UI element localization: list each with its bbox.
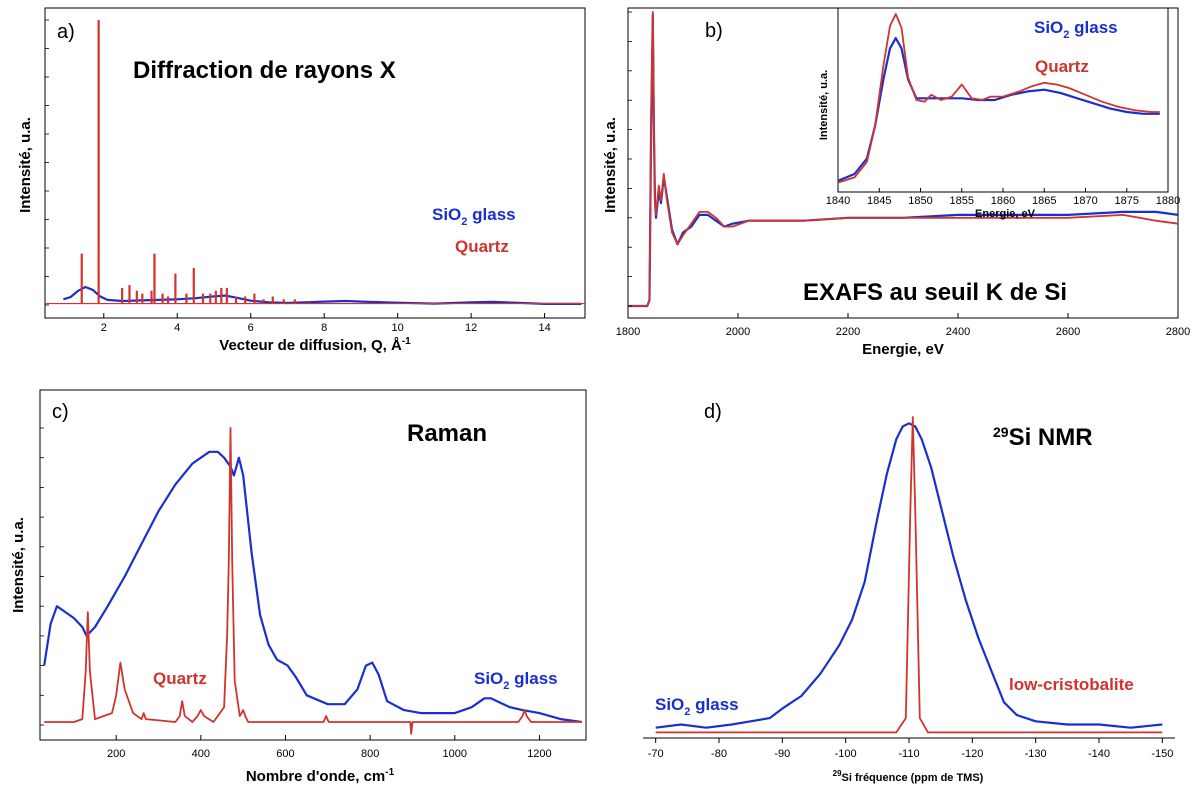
x-tick-label: 2800 [1166, 326, 1190, 338]
glass-series-line [837, 37, 1160, 182]
x-ticks: 1800 2000 2200 2400 2600 2800 [616, 313, 1190, 338]
inset-plot: 1840 1845 1850 1855 1860 1865 1870 1875 1880 Int… [818, 7, 1180, 220]
chart-title: EXAFS au seuil K de Si [803, 279, 1067, 306]
y-axis-label: Intensité, u.a. [10, 517, 27, 613]
x-tick-label: 1875 [1115, 195, 1139, 207]
x-tick-label: -150 [1151, 748, 1173, 760]
x-tick-label: 1870 [1073, 195, 1097, 207]
x-tick-label: 1800 [616, 326, 640, 338]
x-tick-label: 1855 [950, 195, 974, 207]
x-tick-label: 600 [276, 748, 294, 760]
inset-y-axis-label: Intensité, u.a. [818, 70, 830, 140]
panel-d-nmr: -70 -80 -90 -100 -110 -120 -130 -140 -150 d) 29S… [643, 401, 1175, 784]
x-tick-label: -70 [648, 748, 664, 760]
y-minor-ticks [628, 11, 632, 307]
plot-frame [44, 7, 586, 319]
x-tick-label: -100 [835, 748, 857, 760]
x-tick-label: 1880 [1156, 195, 1180, 207]
x-tick-label: 10 [392, 322, 404, 334]
x-tick-label: 2600 [1056, 326, 1080, 338]
panel-a-xrd: 2 4 6 8 10 12 14 a) Diffraction de rayons X In… [17, 7, 586, 354]
x-ticks: 1840 1845 1850 1855 1860 1865 1870 1875 1880 [826, 188, 1180, 207]
curves [43, 427, 582, 735]
x-axis-label: Vecteur de diffusion, Q, Å-1 [219, 336, 411, 354]
glass-series-line [655, 422, 1163, 729]
panel-label: a) [57, 21, 75, 43]
x-tick-label: 1850 [908, 195, 932, 207]
x-tick-label: 1200 [527, 748, 551, 760]
x-tick-label: 400 [192, 748, 210, 760]
legend-quartz: Quartz [455, 237, 509, 256]
x-tick-label: 2400 [946, 326, 970, 338]
y-axis-label: Intensité, u.a. [602, 117, 619, 213]
panel-c-raman: 200 400 600 800 1000 1200 c) Raman Intensité,… [10, 389, 587, 785]
chart-title: 29Si NMR [993, 424, 1093, 451]
x-axis-label: Energie, eV [862, 341, 944, 358]
panel-label: b) [705, 20, 723, 42]
x-tick-label: 1000 [443, 748, 467, 760]
crystal-series-line [837, 13, 1160, 184]
legend-glass: SiO2 glass [474, 669, 558, 692]
panel-label: c) [52, 401, 69, 423]
curves [45, 20, 585, 305]
curves [837, 13, 1160, 184]
legend-cristobalite: low-cristobalite [1009, 675, 1134, 694]
x-tick-label: 8 [321, 322, 327, 334]
crystal-series-line [655, 416, 1163, 734]
x-tick-label: -110 [898, 748, 919, 760]
y-axis-label: Intensité, u.a. [17, 117, 34, 213]
legend-glass: SiO2 glass [655, 695, 739, 718]
x-tick-label: 1865 [1032, 195, 1056, 207]
x-tick-label: 1845 [867, 195, 891, 207]
curves [655, 416, 1163, 734]
crystal-series-line [628, 11, 1179, 307]
x-tick-label: -120 [961, 748, 983, 760]
x-ticks: -70 -80 -90 -100 -110 -120 -130 -140 -150 [648, 738, 1173, 760]
panel-b-exafs: 1800 2000 2200 2400 2600 2800 b) EXAFS au seu… [602, 7, 1190, 358]
x-tick-label: 12 [465, 322, 477, 334]
x-tick-label: 2 [101, 322, 107, 334]
x-tick-label: 4 [174, 322, 180, 334]
x-axis-label: 29Si fréquence (ppm de TMS) [833, 769, 984, 784]
x-ticks: 200 400 600 800 1000 1200 [107, 735, 552, 760]
x-tick-label: 6 [248, 322, 254, 334]
x-tick-label: 200 [107, 748, 125, 760]
x-tick-label: -140 [1088, 748, 1110, 760]
x-tick-label: -90 [774, 748, 790, 760]
x-axis-label: Nombre d'onde, cm-1 [246, 767, 395, 785]
glass-series-line [63, 285, 582, 305]
legend-glass: SiO2 glass [1034, 18, 1118, 41]
y-minor-ticks [40, 427, 44, 726]
inset-x-axis-label: Energie, eV [975, 208, 1036, 220]
plot-frame [39, 389, 587, 741]
inset-frame [837, 7, 1169, 193]
x-tick-label: 800 [361, 748, 379, 760]
y-minor-ticks [45, 19, 49, 306]
x-tick-label: -80 [711, 748, 727, 760]
legend-quartz: Quartz [153, 669, 207, 688]
legend-glass: SiO2 glass [432, 205, 516, 228]
glass-series-line [43, 450, 582, 724]
x-tick-label: -130 [1025, 748, 1047, 760]
panel-label: d) [704, 401, 722, 423]
x-tick-label: 1840 [826, 195, 850, 207]
chart-title: Raman [407, 420, 487, 447]
x-tick-label: 1860 [991, 195, 1015, 207]
x-tick-label: 2200 [836, 326, 860, 338]
curves [628, 11, 1179, 308]
x-ticks: 2 4 6 8 10 12 14 [101, 313, 551, 334]
x-tick-label: 2000 [726, 326, 750, 338]
legend-quartz: Quartz [1035, 57, 1089, 76]
x-tick-label: 14 [538, 322, 550, 334]
chart-title: Diffraction de rayons X [133, 57, 396, 84]
crystal-series-line [44, 427, 582, 735]
